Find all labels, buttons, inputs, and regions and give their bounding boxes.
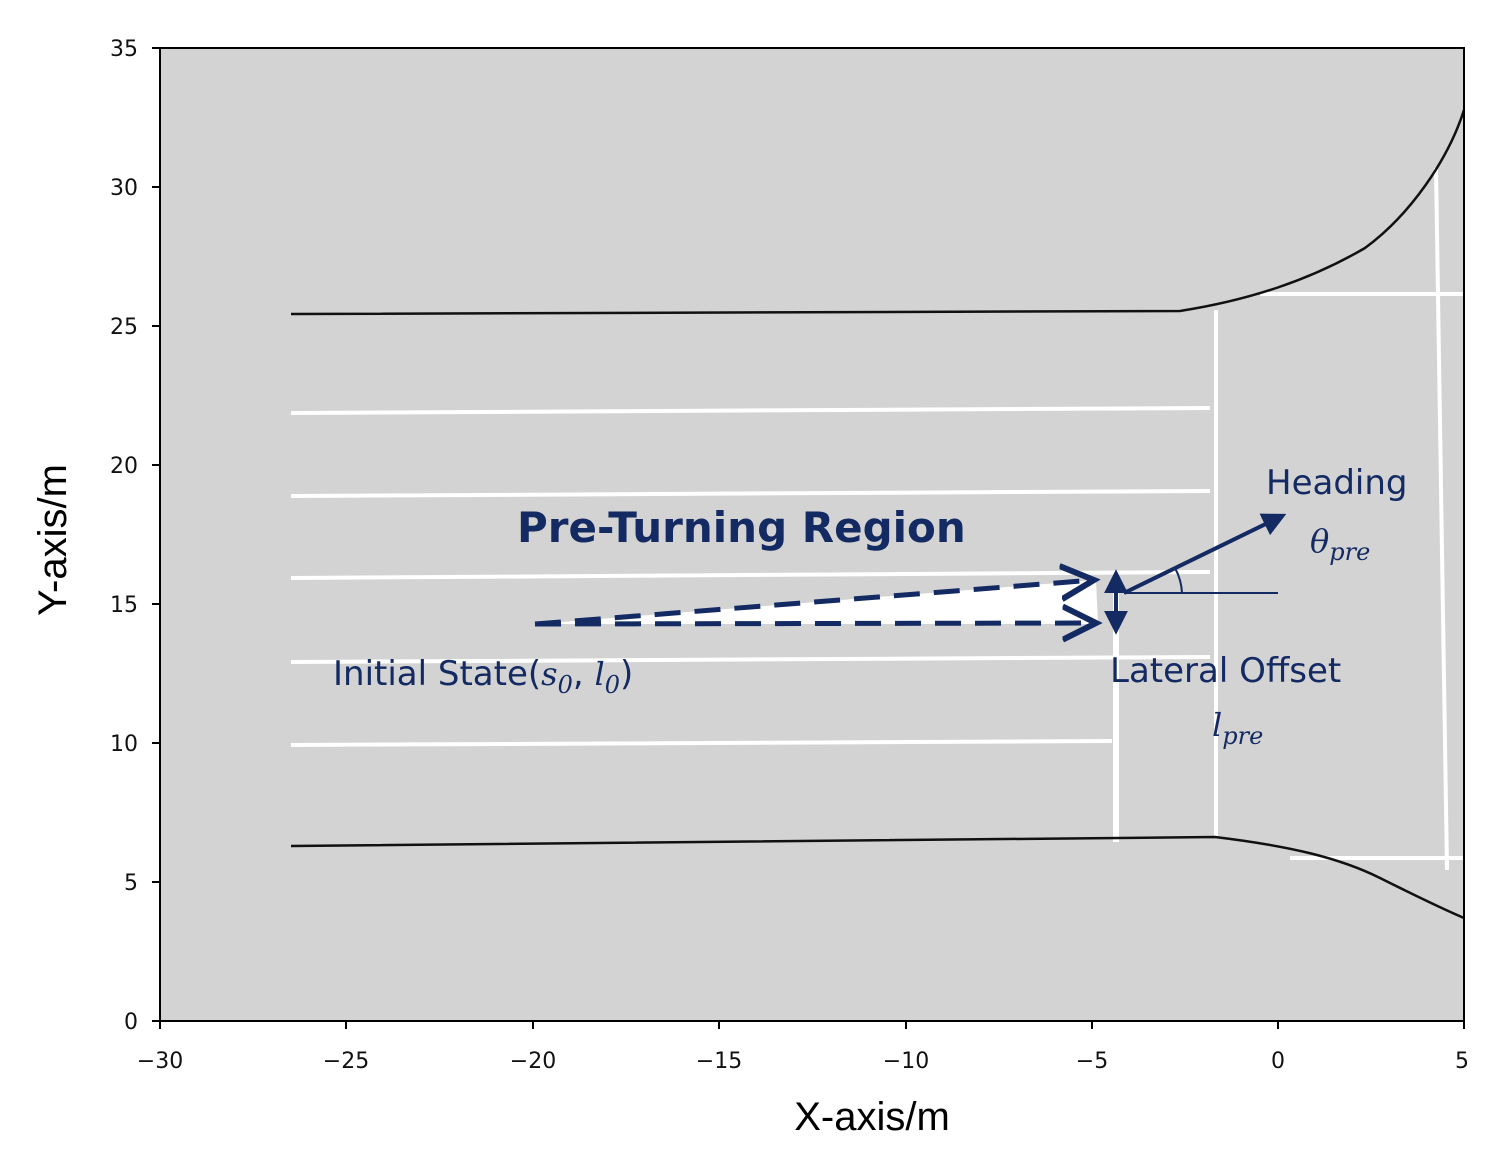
region-title: Pre-Turning Region — [517, 503, 966, 552]
x-tick-labels: −30 −25 −20 −15 −10 −5 0 5 — [137, 1049, 1469, 1074]
x-tick-label: −30 — [137, 1049, 183, 1074]
y-tick-label: 25 — [110, 315, 138, 340]
lane-line — [290, 570, 1211, 580]
x-tick-label: 0 — [1271, 1049, 1285, 1074]
x-tick-label: −10 — [883, 1049, 929, 1074]
lane-line — [290, 489, 1211, 498]
x-axis-title: X-axis/m — [794, 1095, 950, 1139]
heading-label: Heading — [1266, 463, 1407, 503]
x-tick-label: −25 — [323, 1049, 369, 1074]
heading-arrow — [1123, 513, 1287, 595]
y-tick-label: 35 — [110, 37, 138, 62]
initial-state-label: Initial State(s0, l0) — [333, 654, 633, 699]
x-tick-label: −20 — [510, 1049, 556, 1074]
y-tick-label: 5 — [124, 871, 138, 896]
lane-line — [290, 406, 1211, 415]
lower-boundary — [290, 835, 1465, 920]
x-tick-label: −5 — [1076, 1049, 1108, 1074]
upper-boundary — [290, 109, 1466, 316]
y-tick-labels: 0 5 10 15 20 25 30 35 — [110, 37, 138, 1035]
y-tick-label: 15 — [110, 593, 138, 618]
lane-line — [290, 655, 1211, 664]
x-tick-label: −15 — [696, 1049, 742, 1074]
road-boundaries — [290, 109, 1466, 920]
y-tick-label: 20 — [110, 454, 138, 479]
trajectory-straight — [534, 623, 1096, 624]
lateral-offset-label: Lateral Offset — [1110, 651, 1341, 691]
lane-markings — [290, 167, 1464, 871]
trajectory-angled — [534, 580, 1094, 627]
y-tick-label: 10 — [110, 732, 138, 757]
plot-frame — [159, 47, 1465, 1022]
far-lane-line — [1434, 167, 1449, 871]
dashed-trajectories — [534, 580, 1096, 627]
y-tick-label: 0 — [124, 1010, 138, 1035]
tick-marks — [152, 47, 1465, 1029]
y-axis-title: Y-axis/m — [31, 464, 75, 616]
heading-symbol: θpre — [1310, 522, 1370, 566]
heading-angle-arc — [1174, 567, 1183, 594]
lateral-offset-symbol: lpre — [1212, 706, 1263, 750]
x-tick-label: 5 — [1455, 1049, 1469, 1074]
lane-line — [290, 739, 1113, 747]
y-tick-label: 30 — [110, 176, 138, 201]
